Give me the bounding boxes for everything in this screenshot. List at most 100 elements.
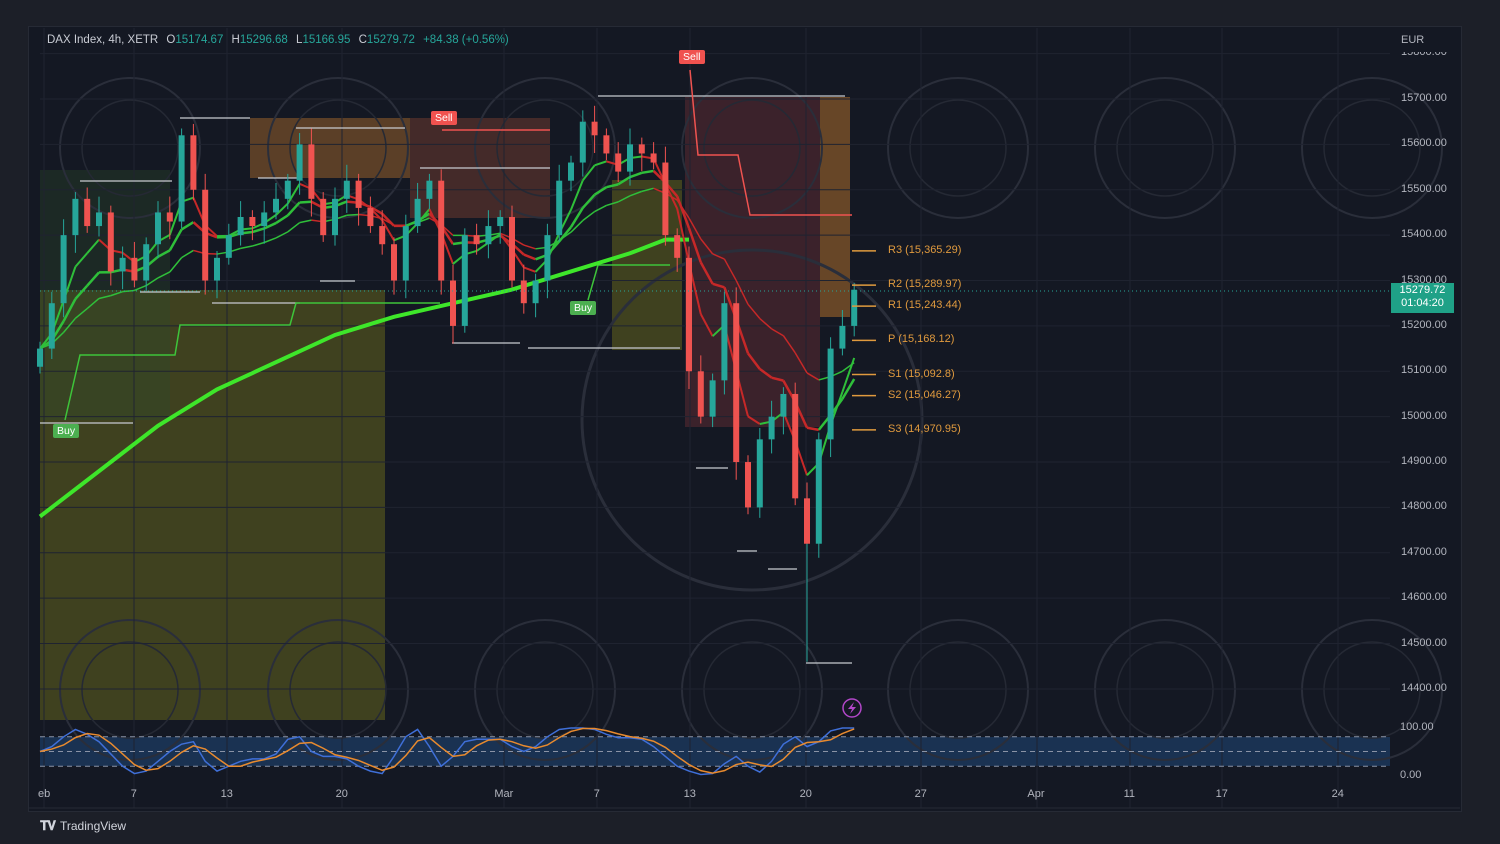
candle-body xyxy=(839,325,846,349)
signal-label: Sell xyxy=(435,112,453,124)
price-tick-label: 15400.00 xyxy=(1401,228,1447,241)
ema-segment xyxy=(606,183,619,189)
ema-segment xyxy=(180,221,195,231)
watermark-seal xyxy=(703,641,801,739)
candle-body xyxy=(391,244,397,281)
ema-segment xyxy=(641,169,654,175)
high-label: H xyxy=(231,34,240,46)
buy-signal: Buy xyxy=(570,301,597,315)
ema-segment xyxy=(157,249,171,258)
bear-zone-fill xyxy=(820,97,850,317)
watermark-seal xyxy=(1094,619,1236,761)
candle-body xyxy=(756,439,763,508)
candle-body xyxy=(48,303,55,349)
candle-body xyxy=(780,393,787,417)
candle-body xyxy=(686,257,692,372)
candle-body xyxy=(60,235,67,304)
ema-segment xyxy=(747,415,761,425)
candle-body xyxy=(284,180,291,199)
candle-body xyxy=(556,180,563,236)
ema-segment xyxy=(794,352,808,374)
price-tick-label: 15800.00 xyxy=(1401,46,1447,58)
price-tick-label: 14500.00 xyxy=(1401,636,1447,649)
symbol-title[interactable]: DAX Index, 4h, XETR xyxy=(47,34,159,46)
watermark-seal xyxy=(496,99,594,197)
ema-segment xyxy=(263,237,277,244)
ema-segment xyxy=(252,241,265,247)
candle-body xyxy=(84,198,91,227)
pivot-label: R2 (15,289.97) xyxy=(888,278,962,291)
watermark-seal xyxy=(59,77,201,219)
ma-long-line xyxy=(38,237,689,519)
candle-body xyxy=(107,212,114,272)
ema-segment xyxy=(381,218,395,226)
ema-segment xyxy=(759,367,773,379)
candle-body xyxy=(155,212,161,245)
candle-body xyxy=(603,135,610,154)
candle-body xyxy=(568,162,574,181)
candle-body xyxy=(379,226,386,245)
candle-body xyxy=(745,462,751,508)
price-tick-label: 15000.00 xyxy=(1401,409,1447,422)
candle-body xyxy=(438,180,445,281)
ema-segment xyxy=(74,252,88,268)
ema-segment xyxy=(735,280,749,305)
currency-label[interactable]: EUR xyxy=(1401,34,1425,46)
brand-name: TradingView xyxy=(60,819,127,833)
time-tick-label: 13 xyxy=(683,788,696,800)
candle-body xyxy=(509,216,515,281)
signal-label: Buy xyxy=(57,425,76,437)
candle-body xyxy=(273,198,279,213)
ema-segment xyxy=(747,352,761,370)
watermarks xyxy=(59,77,1443,761)
candle-body xyxy=(450,280,456,326)
change-value: +84.38 (+0.56%) xyxy=(423,34,509,46)
d-line xyxy=(39,727,855,774)
grid xyxy=(40,28,1390,808)
ema-segment xyxy=(688,217,702,240)
time-tick-label: 17 xyxy=(1215,788,1228,800)
support-resistance-lines xyxy=(40,95,852,664)
price-tick-label: 15600.00 xyxy=(1401,137,1447,150)
ma-long-line xyxy=(38,237,689,519)
ema-segment xyxy=(570,219,584,233)
time-tick-label: 7 xyxy=(593,788,600,800)
close-label: C xyxy=(358,34,367,46)
ema-segment xyxy=(181,249,194,259)
tradingview-branding[interactable]: 𝐓𝐕 TradingView xyxy=(40,818,126,834)
signal-label: Sell xyxy=(683,51,701,63)
candle-body xyxy=(485,226,492,245)
candle-body xyxy=(214,257,220,281)
ema-segment xyxy=(252,227,265,234)
candle-body xyxy=(804,498,810,544)
candle-body xyxy=(355,180,362,208)
candle-body xyxy=(591,121,598,136)
ema-segment xyxy=(617,176,631,186)
ema-segment xyxy=(263,221,277,230)
ema-segment xyxy=(782,335,796,354)
candle-body xyxy=(461,235,468,326)
ema-segment xyxy=(806,372,820,381)
ema-segment xyxy=(687,227,702,263)
lightning-icon[interactable] xyxy=(842,698,862,718)
open-value: 15174.67 xyxy=(175,34,224,46)
candle-body xyxy=(225,235,232,258)
pivot-label: S2 (15,046.27) xyxy=(888,388,961,401)
candle-body xyxy=(497,216,504,227)
watermark-seal xyxy=(1301,77,1443,219)
buy-signal: Buy xyxy=(53,424,80,438)
ema-segment xyxy=(617,195,631,203)
candle-body xyxy=(650,153,657,163)
ema-segment xyxy=(712,253,725,260)
candles xyxy=(37,105,858,662)
candle-body xyxy=(414,198,421,227)
ema-segment xyxy=(712,282,725,289)
time-tick-label: 7 xyxy=(130,788,137,800)
high-value: 15296.68 xyxy=(239,34,288,46)
pivot-label: R1 (15,243.44) xyxy=(888,299,962,312)
ema-segment xyxy=(759,317,773,330)
pivot-label: P (15,168.12) xyxy=(888,333,955,346)
ema-segment xyxy=(86,238,100,254)
ema-segment xyxy=(523,244,536,250)
